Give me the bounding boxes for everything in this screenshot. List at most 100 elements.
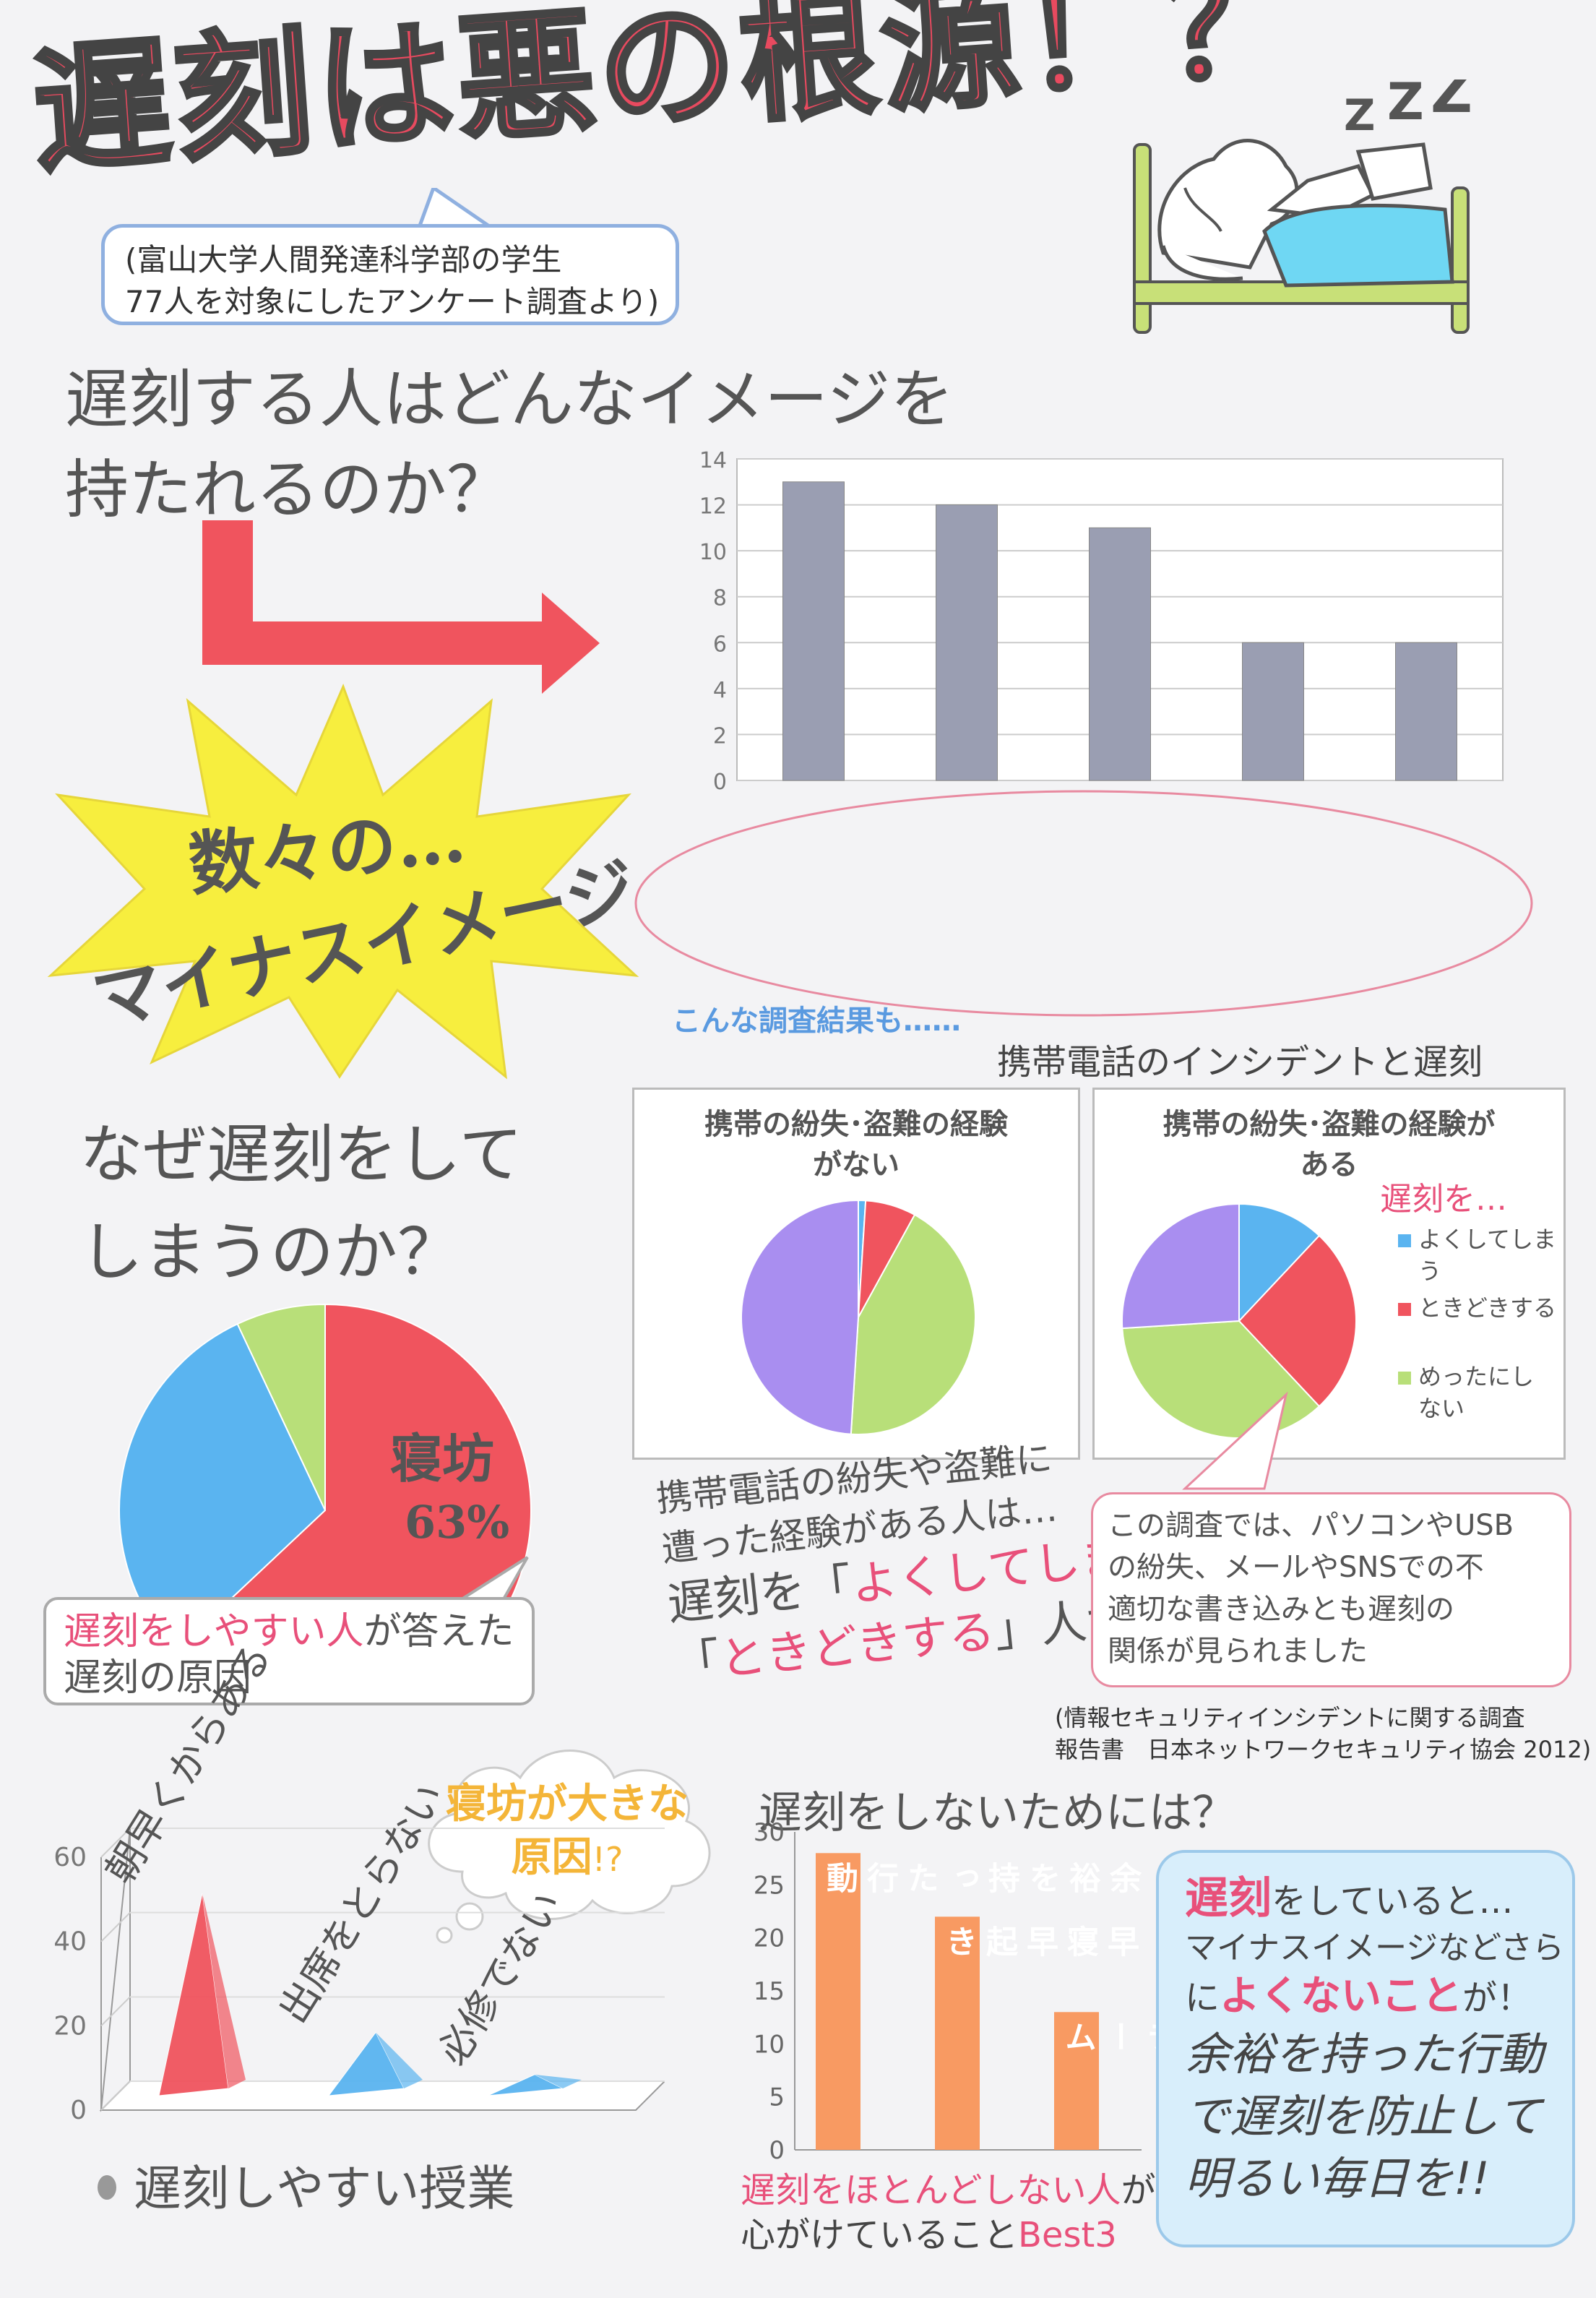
bar — [782, 481, 845, 781]
y-tick-label: 20 — [53, 2011, 87, 2041]
cone-front — [487, 2074, 564, 2096]
y-tick-label: 10 — [754, 2030, 785, 2059]
svg-text:Z: Z — [1387, 79, 1424, 132]
pie-slice — [1238, 1202, 1321, 1323]
legend-sometimes-label: ときどきする — [1418, 1294, 1557, 1322]
phone-pie-left-title-2: がない — [813, 1148, 900, 1182]
gridline — [100, 2080, 131, 2111]
phone-heading: 携帯電話のインシデントと遅刻 — [997, 1042, 1483, 1083]
pie-slice — [741, 1199, 859, 1435]
note-line-4: 関係が見られました — [1108, 1635, 1368, 1668]
y-tick-label: 60 — [53, 1843, 87, 1872]
best3-caption-line-2b: Best3 — [1018, 2215, 1117, 2255]
survey-intro: こんな調査結果も…… — [672, 1004, 961, 1038]
legend-rarely-line-1: めったにし — [1418, 1363, 1535, 1390]
cloud-line-1: 寝坊が大きな — [446, 1781, 689, 1828]
final-line-3c: が！ — [1462, 1978, 1532, 2018]
final-line-6: 明るい毎日を!! — [1185, 2152, 1490, 2205]
legend-item-sometimes: ときどきする — [1398, 1292, 1556, 1324]
pie-label-pct: 63% — [405, 1496, 510, 1549]
cloud-line-2b: !? — [592, 1840, 624, 1879]
note-line-1: この調査では、パソコンやUSB — [1108, 1509, 1514, 1542]
question-2: なぜ遅刻をして しまうのか？ — [79, 1106, 522, 1301]
gridline — [100, 1911, 131, 1942]
best3-caption-highlight: 遅刻をほとんどしない人 — [741, 2170, 1121, 2211]
y-tick-label: 2 — [713, 723, 727, 749]
thought-cloud-icon — [428, 1750, 711, 1944]
question-1: 遅刻する人はどんなイメージを 持たれるのか？ — [65, 354, 954, 535]
y-tick-label: 40 — [53, 1927, 87, 1957]
class-cone-chart: 0 20 40 60 — [53, 1828, 665, 2125]
cone-side — [202, 1893, 246, 2088]
legend-often-line-1: よくしてしま — [1418, 1226, 1557, 1253]
bar — [1242, 642, 1304, 781]
legend-item-rarely: めったにし ない — [1398, 1361, 1534, 1424]
phone-text-4a: 「 — [670, 1634, 723, 1692]
class-caption: 遅刻しやすい授業 — [134, 2161, 515, 2216]
final-line-2: マイナスイメージなどさら — [1185, 1929, 1564, 1966]
legend-often-line-2: う — [1418, 1257, 1442, 1285]
final-line-3b: よくないこと — [1220, 1973, 1463, 2020]
reference: (情報セキュリティインシデントに関する調査 報告書 日本ネットワークセキュリティ… — [1055, 1702, 1591, 1765]
y-tick-label: 4 — [713, 678, 727, 703]
cause-caption-highlight: 遅刻をしやすい人 — [64, 1610, 364, 1653]
note-pointer — [1182, 1391, 1288, 1490]
best3-caption-rest: が — [1121, 2170, 1156, 2211]
bar — [935, 1916, 980, 2150]
bar — [1054, 2012, 1099, 2150]
svg-text:Z: Z — [1431, 79, 1472, 126]
question-3: 遅刻をしないためには？ — [759, 1788, 1235, 1838]
legend-title: 遅刻を… — [1380, 1181, 1507, 1218]
final-line-3a: に — [1185, 1978, 1220, 2018]
legend-swatch-blue — [1398, 1234, 1411, 1247]
best3-caption: 遅刻をほとんどしない人が 心がけていることBest3 — [741, 2168, 1156, 2258]
phone-pie-left-panel: 携帯の紛失･盗難の経験 がない — [632, 1088, 1080, 1460]
label-ellipse — [634, 790, 1533, 1017]
legend-swatch-green — [1398, 1372, 1411, 1385]
y-tick-label: 0 — [769, 2136, 785, 2161]
bar — [936, 504, 998, 781]
minus-image-starburst: 数々の… マイナスイメージ — [43, 672, 643, 1084]
bar — [1089, 527, 1151, 781]
cause-caption-box: 遅刻をしやすい人が答えた 遅刻の原因 — [43, 1597, 535, 1705]
gridline — [100, 1996, 131, 2027]
y-tick-label: 12 — [699, 494, 727, 520]
cause-caption-line-2: 遅刻の原因 — [64, 1656, 252, 1700]
bent-arrow-icon — [202, 520, 600, 694]
bullet-dot-icon — [98, 2175, 116, 2200]
bar-vertical-label: 余裕を持った行動 — [821, 1862, 1141, 1894]
y-tick-label: 10 — [699, 540, 727, 565]
y-tick-label: 20 — [754, 1924, 785, 1953]
reference-line-1: (情報セキュリティインシデントに関する調査 — [1055, 1704, 1525, 1731]
phone-pie-left-title-1: 携帯の紛失･盗難の経験 — [704, 1108, 1008, 1141]
cause-pie-chart — [118, 1303, 532, 1619]
bar-vertical-label: 早寝早起き — [940, 1925, 1139, 1958]
y-tick-label: 0 — [713, 770, 727, 795]
pie-slice — [208, 1303, 532, 1619]
cloud-text: 寝坊が大きな 原因!? — [433, 1778, 701, 1886]
note-line-2: の紛失、メールやSNSでの不 — [1108, 1551, 1484, 1584]
poster-title: 遅刻は悪の根源！？ — [26, 0, 1313, 194]
phone-pie-left — [741, 1199, 976, 1435]
phone-pie-right-title-1: 携帯の紛失･盗難の経験が — [1163, 1108, 1496, 1141]
y-tick-label: 5 — [769, 2083, 785, 2112]
cause-caption-rest: が答えた — [363, 1610, 514, 1653]
best3-bar-chart: 0 5 10 15 20 25 30 — [754, 1821, 1142, 2161]
final-line-5: で遅刻を防止して — [1185, 2090, 1543, 2143]
phone-pie-right-title-2: ある — [1300, 1148, 1358, 1182]
pie-slice — [850, 1213, 976, 1435]
final-line-4: 余裕を持った行動 — [1185, 2028, 1544, 2080]
bar — [1395, 642, 1457, 781]
note-line-3: 適切な書き込みとも遅刻の — [1108, 1593, 1454, 1626]
legend-item-often: よくしてしまう — [1398, 1223, 1556, 1287]
question-2-line-2: しまうのか？ — [79, 1215, 462, 1289]
y-tick-label: 15 — [754, 1977, 785, 2006]
y-tick-label: 30 — [754, 1821, 785, 1847]
svg-text:Z: Z — [1344, 90, 1376, 141]
source-line-2: 77人を対象にしたアンケート調査より) — [125, 284, 660, 319]
cloud-line-2a: 原因 — [511, 1834, 592, 1881]
source-box: (富山大学人間発達科学部の学生 77人を対象にしたアンケート調査より) — [101, 224, 679, 325]
cone-side — [376, 2032, 423, 2088]
y-tick-label: 25 — [754, 1871, 785, 1900]
y-tick-label: 14 — [699, 448, 727, 473]
